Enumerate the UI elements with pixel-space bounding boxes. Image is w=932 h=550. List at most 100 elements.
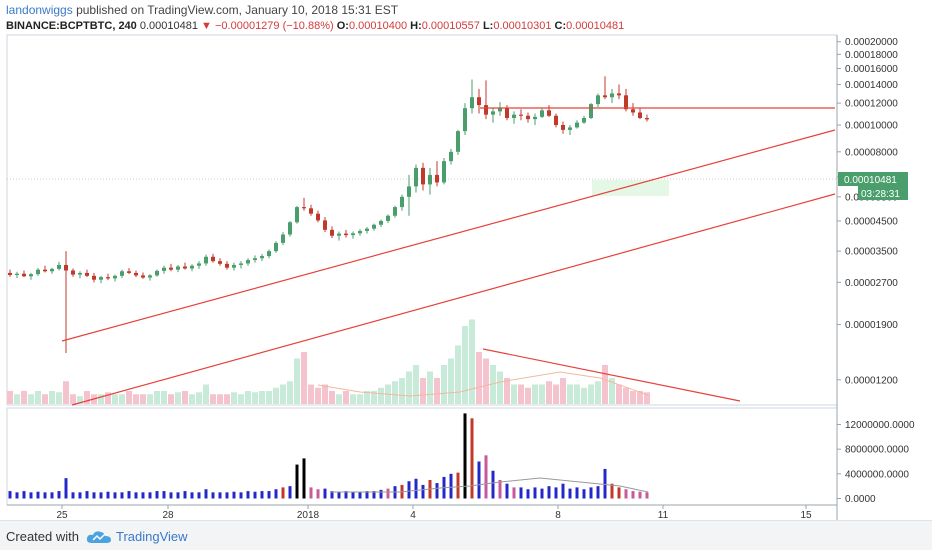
indicator-bar	[575, 487, 579, 499]
candle-down	[211, 256, 215, 262]
volume-trendline[interactable]	[482, 348, 741, 402]
indicator-bar	[365, 491, 369, 499]
candle-up	[57, 264, 61, 269]
volume-bar	[315, 387, 321, 404]
candle-up	[15, 273, 19, 276]
candle-down	[302, 207, 306, 209]
indicator-bar	[470, 418, 474, 499]
candle-up	[533, 116, 537, 120]
candle-up	[512, 114, 516, 118]
indicator-bar	[8, 491, 12, 499]
volume-bar	[441, 365, 447, 404]
volume-bar	[525, 387, 531, 404]
indicator-bar	[113, 492, 117, 499]
indicator-bar	[57, 491, 61, 499]
volume-bar	[119, 394, 125, 404]
indicator-bar	[218, 492, 222, 499]
candle-down	[225, 263, 229, 268]
price-tick-label: 0.00003500	[845, 247, 898, 258]
indicator-bar	[127, 491, 131, 499]
indicator-bar	[183, 491, 187, 499]
main-pane[interactable]	[6, 34, 838, 406]
candle-down	[134, 272, 138, 276]
candle-up	[155, 270, 159, 276]
volume-bar	[448, 358, 454, 404]
candle-up	[428, 174, 432, 185]
volume-bar	[161, 391, 167, 404]
volume-bar	[175, 392, 181, 404]
candle-up	[351, 233, 355, 236]
indicator-bar	[120, 492, 124, 499]
indicator-bar	[526, 489, 530, 499]
candle-up	[596, 95, 600, 105]
indicator-bar	[190, 492, 194, 499]
candle-up	[463, 108, 467, 132]
candle-down	[316, 213, 320, 221]
close-value: 0.00010481	[566, 20, 625, 32]
candle-down	[92, 275, 96, 280]
volume-bar	[532, 384, 538, 404]
volume-bar	[301, 352, 307, 404]
candle-up	[29, 274, 33, 277]
volume-bar	[490, 365, 496, 404]
published-text: published on TradingView.com, January 10…	[76, 3, 399, 17]
channel-upper-line[interactable]	[61, 129, 836, 342]
candle-down	[85, 272, 89, 276]
volume-bar	[511, 384, 517, 404]
volume-bar	[553, 384, 559, 404]
volume-bar	[350, 394, 356, 404]
indicator-bar	[106, 491, 110, 499]
volume-bar	[140, 394, 146, 404]
volume-bar	[371, 391, 377, 404]
tradingview-cloud-icon[interactable]	[86, 530, 112, 544]
indicator-bar	[204, 489, 208, 499]
volume-bar	[280, 384, 286, 404]
indicator-bar	[211, 492, 215, 499]
indicator-tick-label: 12000000.0000	[845, 420, 915, 431]
indicator-bar	[610, 483, 614, 499]
price-tick-label: 0.00001900	[845, 320, 898, 331]
channel-lower-line[interactable]	[71, 193, 836, 406]
indicator-bar	[421, 484, 425, 499]
volume-ma-line	[317, 371, 649, 397]
candle-up	[498, 108, 502, 112]
volume-bar	[539, 384, 545, 404]
indicator-bar	[43, 492, 47, 499]
indicator-bar	[92, 492, 96, 499]
candle-up	[386, 215, 390, 221]
time-tick-label: 11	[658, 510, 669, 520]
volume-bar	[364, 391, 370, 404]
volume-bar	[483, 358, 489, 404]
price-axis[interactable]: 0.00020000 0.00018000 0.00016000 0.00014000…	[837, 37, 898, 386]
volume-bar	[28, 394, 34, 404]
low-label: L:	[482, 20, 494, 32]
candle-down	[624, 95, 628, 110]
author-link[interactable]: landonwiggs	[6, 3, 73, 17]
indicator-bar	[414, 478, 418, 499]
candle-down	[323, 220, 327, 230]
candle-up	[540, 110, 544, 117]
indicator-bar	[29, 492, 33, 499]
indicator-bar	[407, 481, 411, 499]
time-axis[interactable]: 25 28 2018 4 8 11 15	[56, 505, 812, 520]
volume-bar	[588, 384, 594, 404]
volume-bar	[406, 371, 412, 404]
candle-down	[477, 97, 481, 106]
indicator-bar	[519, 487, 523, 499]
volume-bar	[42, 394, 48, 404]
indicator-bar	[512, 487, 516, 499]
indicator-axis[interactable]: 12000000.0000 8000000.0000 4000000.0000 0.0…	[837, 420, 915, 505]
volume-bar	[126, 391, 132, 404]
volume-bar	[84, 391, 90, 404]
volume-bar	[462, 326, 468, 404]
volume-bar	[70, 394, 76, 404]
indicator-bar	[330, 491, 334, 499]
price-chart[interactable]: 0.00020000 0.00018000 0.00016000 0.00014000…	[0, 0, 932, 520]
volume-bar	[217, 394, 223, 404]
tradingview-brand-link[interactable]: TradingView	[116, 529, 188, 544]
volume-bar	[329, 391, 335, 404]
indicator-bar	[358, 492, 362, 499]
indicator-bar	[589, 487, 593, 499]
candle-up	[400, 196, 404, 208]
target-zone	[592, 180, 669, 196]
